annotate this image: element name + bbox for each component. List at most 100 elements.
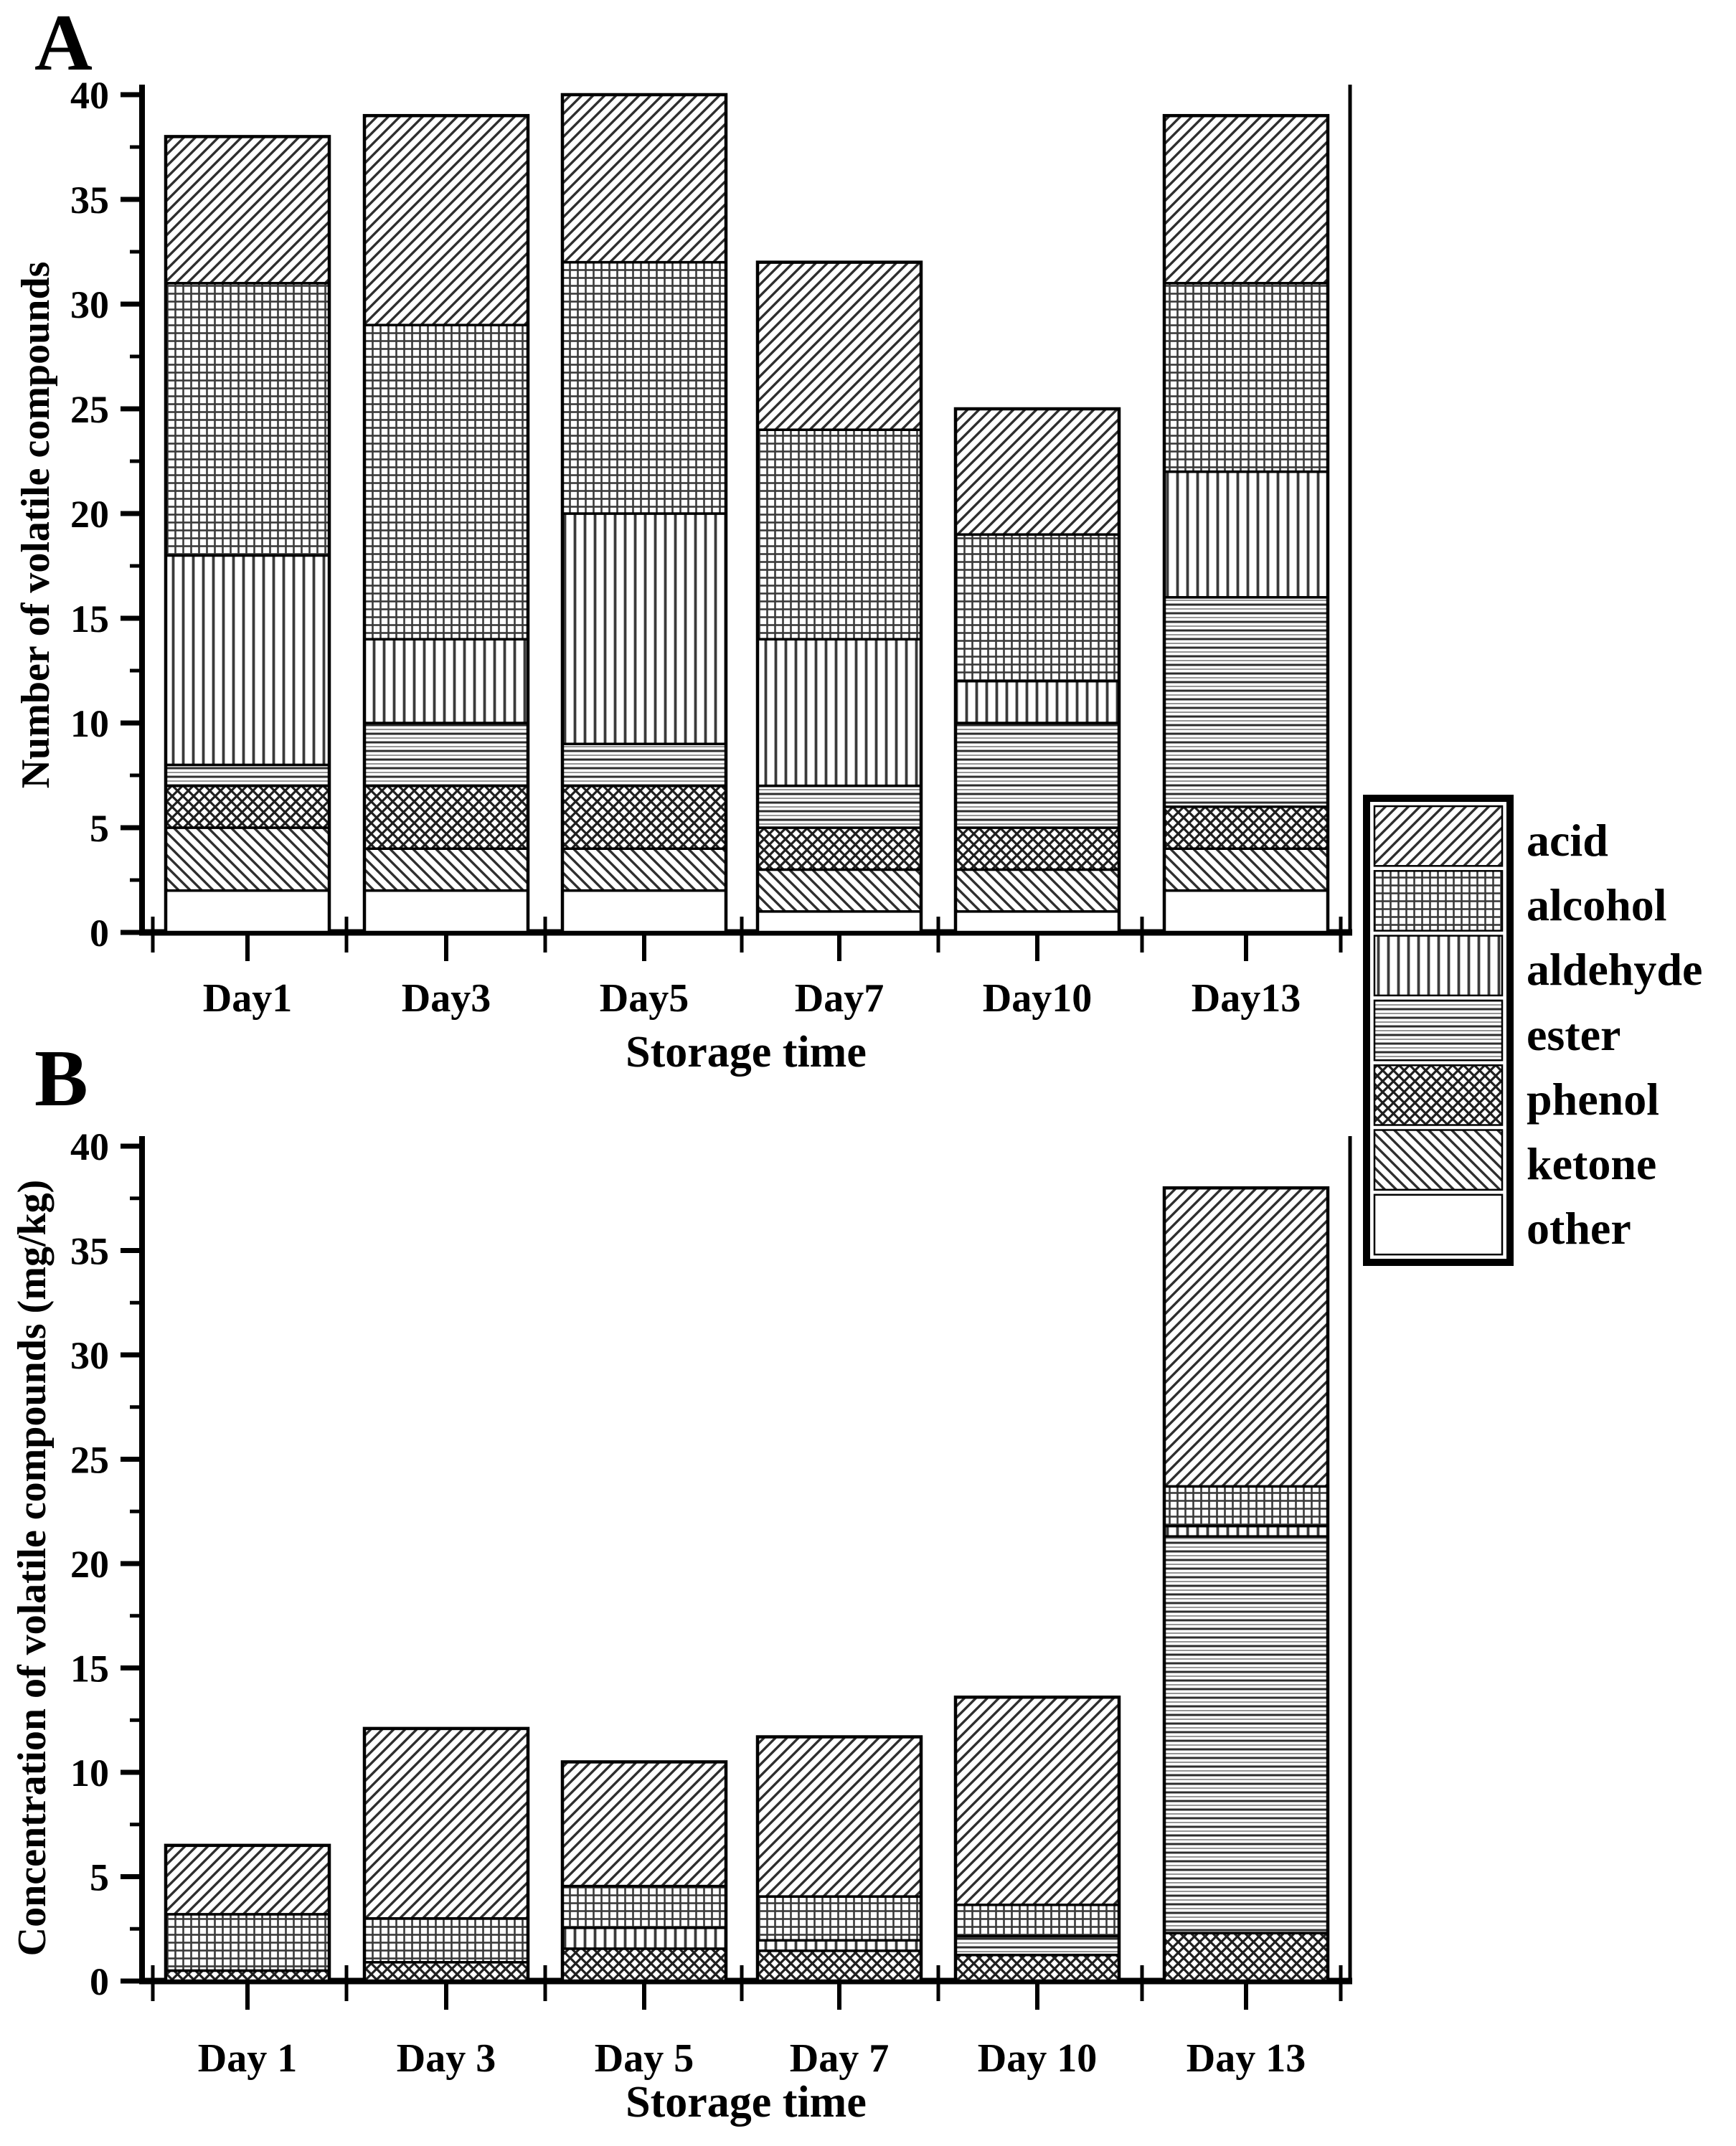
legend-label-alcohol: alcohol: [1527, 879, 1667, 930]
bar-segment-ester: [363, 722, 529, 788]
bar-segment-acid: [164, 135, 331, 285]
bar-outline: [362, 113, 530, 935]
bar-segment-other: [1163, 889, 1329, 934]
x-category-label: Day1: [203, 976, 292, 1021]
bar-segment-phenol: [1163, 805, 1329, 850]
bar-segment-phenol: [363, 1961, 529, 1982]
bar-segment-alcohol: [363, 1916, 529, 1964]
legend-label-acid: acid: [1527, 814, 1608, 866]
y-tick-label: 25: [70, 1439, 109, 1482]
bar-segment-alcohol: [756, 1895, 923, 1942]
chart-a-x-axis-title: Storage time: [626, 1028, 867, 1077]
legend-swatch-acid: [1373, 805, 1504, 867]
y-tick-label: 0: [90, 1960, 109, 2003]
legend-swatch-ketone: [1373, 1129, 1504, 1191]
bar-segment-aldehyde: [756, 1939, 923, 1952]
x-category-label: Day13: [1192, 976, 1301, 1021]
bar-segment-aldehyde: [561, 512, 727, 745]
bar-segment-ester: [756, 784, 923, 829]
y-tick-label: 15: [70, 1648, 109, 1691]
y-tick-label: 35: [70, 179, 109, 222]
bar-segment-other: [954, 910, 1121, 934]
bar-segment-ester: [1163, 1535, 1329, 1934]
bar-segment-ketone: [164, 826, 331, 892]
bar-segment-ketone: [1163, 847, 1329, 892]
bar-segment-alcohol: [1163, 282, 1329, 473]
bar-segment-aldehyde: [1163, 470, 1329, 599]
bar-outline: [164, 1843, 331, 1983]
bar-segment-phenol: [363, 784, 529, 850]
x-category-label: Day 1: [198, 2036, 297, 2081]
x-category-label: Day 7: [790, 2036, 889, 2081]
legend-swatch-aldehyde: [1373, 935, 1504, 997]
bar-segment-alcohol: [164, 1913, 331, 1972]
bar-segment-alcohol: [756, 428, 923, 641]
bar-segment-other: [756, 910, 923, 934]
legend-label-phenol: phenol: [1527, 1073, 1659, 1125]
x-category-label: Day3: [402, 976, 491, 1021]
legend-swatch-other: [1373, 1193, 1504, 1256]
bar-segment-alcohol: [954, 533, 1121, 683]
y-tick-label: 10: [70, 702, 109, 745]
bar-segment-acid: [363, 114, 529, 326]
legend-label-aldehyde: aldehyde: [1527, 944, 1703, 996]
x-category-label: Day7: [795, 976, 884, 1021]
bar-segment-acid: [561, 93, 727, 264]
bar-segment-alcohol: [1163, 1485, 1329, 1528]
legend-label-other: other: [1527, 1203, 1631, 1254]
y-tick-label: 0: [90, 912, 109, 955]
bar-segment-other: [363, 889, 529, 934]
x-category-label: Day 13: [1187, 2036, 1306, 2081]
bar-outline: [164, 135, 331, 935]
bar-segment-aldehyde: [954, 679, 1121, 724]
bar-segment-acid: [363, 1727, 529, 1920]
bar-segment-ketone: [954, 868, 1121, 913]
x-category-label: Day5: [600, 976, 689, 1021]
bar-segment-alcohol: [363, 323, 529, 641]
bar-segment-ester: [954, 722, 1121, 829]
bar-segment-phenol: [561, 1947, 727, 1982]
legend-swatch-ester: [1373, 999, 1504, 1062]
legend-label-ketone: ketone: [1527, 1138, 1657, 1190]
y-tick-label: 5: [90, 807, 109, 850]
y-tick-label: 30: [70, 283, 109, 326]
bar-outline: [953, 407, 1121, 935]
bar-segment-acid: [1163, 1186, 1329, 1488]
panel-a-label: A: [34, 0, 93, 88]
legend-swatch-alcohol: [1373, 870, 1504, 932]
y-tick-label: 35: [70, 1230, 109, 1273]
bar-segment-acid: [756, 1735, 923, 1898]
x-category-label: Day 3: [397, 2036, 496, 2081]
bar-outline: [953, 1695, 1121, 1983]
bar-segment-alcohol: [954, 1904, 1121, 1938]
y-tick-label: 20: [70, 493, 109, 536]
panel-b-label: B: [34, 1034, 88, 1123]
bar-segment-ester: [164, 763, 331, 788]
bar-segment-phenol: [561, 784, 727, 850]
y-tick-label: 15: [70, 597, 109, 641]
bar-outline: [755, 1735, 923, 1983]
bar-segment-acid: [954, 407, 1121, 536]
bar-segment-aldehyde: [363, 638, 529, 724]
bar-outline: [560, 93, 728, 935]
bar-segment-aldehyde: [1163, 1524, 1329, 1538]
bar-segment-other: [164, 889, 331, 934]
bar-segment-ketone: [561, 847, 727, 892]
bar-segment-ester: [954, 1934, 1121, 1957]
bar-segment-alcohol: [164, 282, 331, 557]
legend-swatch-phenol: [1373, 1064, 1504, 1126]
bar-segment-ketone: [756, 868, 923, 913]
x-category-label: Day10: [983, 976, 1092, 1021]
bar-segment-alcohol: [561, 1884, 727, 1929]
bar-segment-phenol: [954, 826, 1121, 871]
bar-outline: [1162, 1186, 1330, 1983]
y-tick-label: 25: [70, 388, 109, 431]
bar-segment-ester: [561, 742, 727, 788]
legend-label-ester: ester: [1527, 1008, 1621, 1060]
bar-segment-aldehyde: [561, 1927, 727, 1950]
y-tick-label: 10: [70, 1752, 109, 1795]
bar-outline: [755, 260, 923, 935]
x-category-label: Day 5: [595, 2036, 694, 2081]
bar-segment-phenol: [756, 826, 923, 871]
